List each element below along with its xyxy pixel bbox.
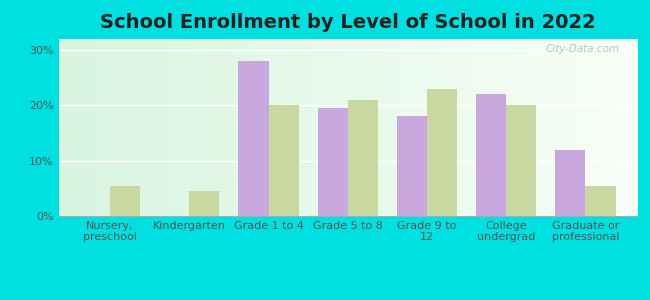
- Bar: [268, 105, 298, 216]
- Bar: [189, 191, 219, 216]
- Bar: [427, 89, 457, 216]
- Legend: Zip code 31625, Georgia: Zip code 31625, Georgia: [222, 297, 473, 300]
- Bar: [397, 116, 427, 216]
- Title: School Enrollment by Level of School in 2022: School Enrollment by Level of School in …: [100, 13, 595, 32]
- Bar: [555, 150, 586, 216]
- Bar: [318, 108, 348, 216]
- Bar: [506, 105, 536, 216]
- Bar: [586, 186, 616, 216]
- Bar: [110, 186, 140, 216]
- Bar: [348, 100, 378, 216]
- Bar: [239, 61, 268, 216]
- Bar: [476, 94, 506, 216]
- Text: City-Data.com: City-Data.com: [545, 44, 619, 54]
